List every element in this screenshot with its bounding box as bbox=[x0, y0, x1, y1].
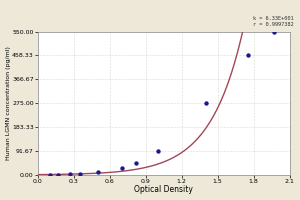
Point bbox=[56, 173, 61, 176]
Point bbox=[47, 173, 52, 176]
Point bbox=[119, 167, 124, 170]
Text: k = 6.33E+001
r = 0.9997382: k = 6.33E+001 r = 0.9997382 bbox=[254, 16, 294, 27]
Point bbox=[134, 162, 139, 165]
Point bbox=[95, 171, 100, 174]
Point bbox=[203, 102, 208, 105]
Point bbox=[272, 30, 276, 33]
Point bbox=[68, 173, 73, 176]
Y-axis label: Human LGMN concentration (pg/ml): Human LGMN concentration (pg/ml) bbox=[6, 46, 10, 160]
Point bbox=[245, 54, 250, 57]
Point bbox=[155, 149, 160, 153]
Point bbox=[77, 172, 82, 175]
X-axis label: Optical Density: Optical Density bbox=[134, 185, 193, 194]
